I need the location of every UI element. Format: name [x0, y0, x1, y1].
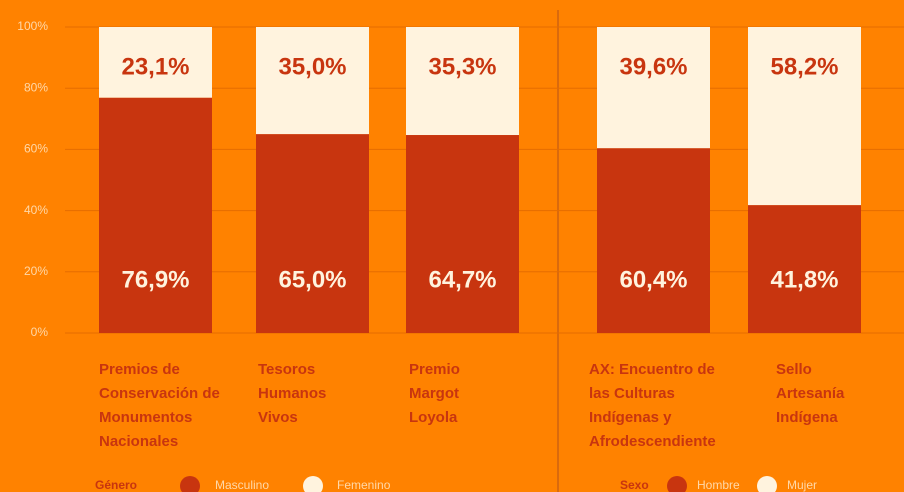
value-label: 60,4%: [619, 266, 687, 293]
bar-segment: [256, 27, 369, 135]
legend-label: Mujer: [787, 478, 817, 492]
value-label: 41,8%: [770, 266, 838, 293]
value-label: 64,7%: [428, 266, 496, 293]
y-tick-label: 100%: [17, 19, 48, 33]
bar-segment: [748, 27, 861, 206]
legend-title: Género: [95, 478, 137, 492]
bar-segment: [256, 134, 369, 333]
bar-segment: [99, 97, 212, 333]
legend-swatch: [757, 476, 777, 492]
bar-segment: [597, 148, 710, 333]
category-label: Sello Artesanía Indígena: [776, 361, 845, 426]
bar-segment: [748, 205, 861, 333]
value-label: 65,0%: [278, 266, 346, 293]
value-label: 76,9%: [121, 266, 189, 293]
bar-segment: [597, 27, 710, 149]
value-label: 39,6%: [619, 53, 687, 80]
bar-segment: [406, 135, 519, 333]
value-label: 35,0%: [278, 53, 346, 80]
legend-swatch: [303, 476, 323, 492]
category-label: Premio Margot Loyola: [409, 361, 460, 426]
legend-swatch: [180, 476, 200, 492]
legend-label: Hombre: [697, 478, 740, 492]
value-label: 23,1%: [121, 53, 189, 80]
bar-segment: [406, 27, 519, 136]
y-tick-label: 40%: [24, 203, 48, 217]
category-label: AX: Encuentro de las Culturas Indígenas …: [589, 361, 716, 450]
y-tick-label: 0%: [31, 325, 49, 339]
y-tick-label: 60%: [24, 142, 48, 156]
value-label: 35,3%: [428, 53, 496, 80]
y-tick-label: 20%: [24, 264, 48, 278]
bar-segment: [99, 27, 212, 98]
value-label: 58,2%: [770, 53, 838, 80]
legend-swatch: [667, 476, 687, 492]
legend-label: Femenino: [337, 478, 391, 492]
y-tick-label: 80%: [24, 80, 48, 94]
category-label: Premios de Conservación de Monumentos Na…: [99, 361, 220, 450]
legend-label: Masculino: [215, 478, 269, 492]
legend-title: Sexo: [620, 478, 649, 492]
category-label: Tesoros Humanos Vivos: [258, 361, 327, 426]
